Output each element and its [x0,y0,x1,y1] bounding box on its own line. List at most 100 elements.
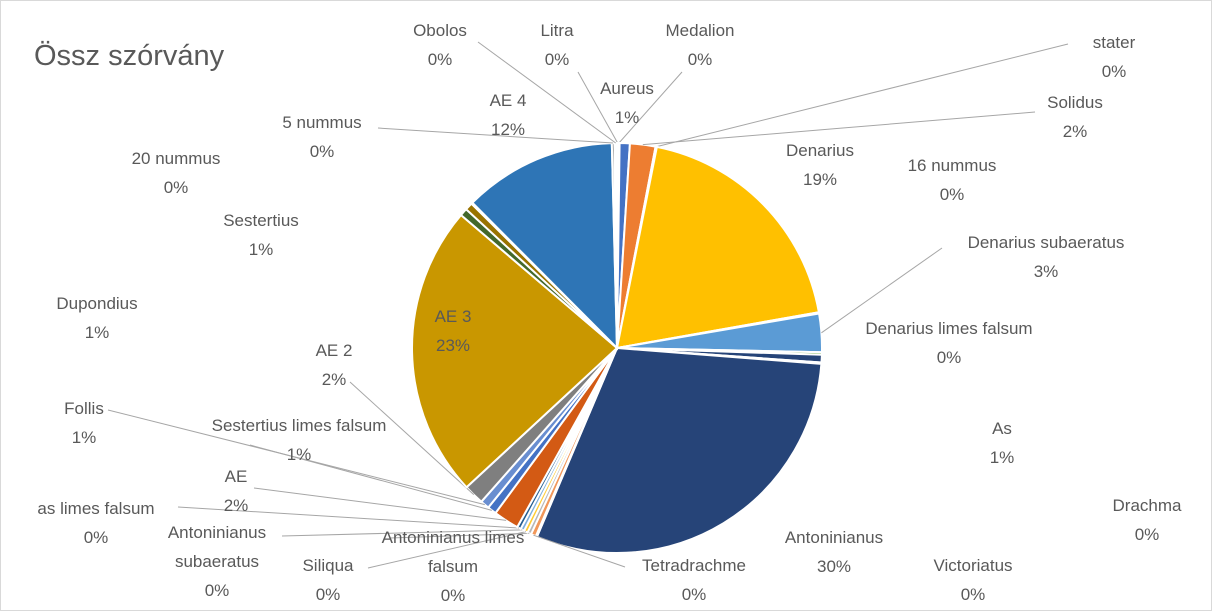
category-label: AE 4 [489,91,527,110]
data-label: Antoninianus subaeratus 0% [142,518,292,605]
value-label: 0% [204,581,230,600]
value-label: 0% [163,178,189,197]
category-label: Dupondius [56,294,138,313]
value-label: 3% [1033,262,1059,281]
data-label: Sestertius 1% [201,206,321,264]
value-label: 1% [614,108,640,127]
leader-line [367,531,526,569]
data-label: Antoninianus 30% [769,523,899,581]
category-label: Obolos [413,21,467,40]
category-label: Denarius limes falsum [865,319,1033,338]
data-label: Medalion 0% [650,16,750,74]
data-label: Follis 1% [44,394,124,452]
category-label: as limes falsum [37,499,155,518]
category-label: 5 nummus [282,113,362,132]
value-label: 2% [321,370,347,389]
data-label: 20 nummus 0% [116,144,236,202]
value-label: 0% [960,585,986,604]
leader-line [477,41,617,144]
category-label: AE 3 [434,307,472,326]
category-label: Denarius subaeratus [967,233,1125,252]
data-label: Denarius subaeratus 3% [936,228,1156,286]
category-label: AE [224,467,248,486]
leader-line [377,127,614,144]
leader-line [533,534,626,568]
data-label: AE 4 12% [473,86,543,144]
leader-line [389,532,530,539]
data-label: AE 2% [206,462,266,520]
data-label: Antoninianus limes falsum 0% [363,523,543,610]
value-label: 19% [802,170,838,189]
category-label: 16 nummus [907,156,997,175]
category-label: Medalion [665,21,735,40]
pie-slice [535,346,823,554]
data-label: AE 2 2% [299,336,369,394]
data-label: Solidus 2% [1030,88,1120,146]
category-label: Denarius [785,141,855,160]
category-label: Victoriatus [933,556,1013,575]
data-label: Denarius 19% [770,136,870,194]
value-label: 0% [83,528,109,547]
data-label: Victoriatus 0% [913,551,1033,609]
category-label: stater [1092,33,1136,52]
value-label: 0% [315,585,341,604]
category-label: 20 nummus [131,149,221,168]
leader-line [177,506,519,529]
category-label: Sestertius limes falsum [211,416,387,435]
value-label: 0% [1101,62,1127,81]
data-label: Dupondius 1% [37,289,157,347]
data-label: Sestertius limes falsum 1% [179,411,419,469]
value-label: 23% [435,336,471,355]
value-label: 0% [427,50,453,69]
value-label: 30% [816,557,852,576]
data-label: As 1% [972,414,1032,472]
data-label: Litra 0% [517,16,597,74]
value-label: 2% [223,496,249,515]
category-label: Drachma [1112,496,1182,515]
data-label: Denarius limes falsum 0% [834,314,1064,372]
category-label: Follis [64,399,104,418]
data-label: Tetradrachme 0% [624,551,764,609]
leader-line [656,43,1069,148]
category-label: Tetradrachme [642,556,746,575]
value-label: 0% [1134,525,1160,544]
value-label: 1% [989,448,1015,467]
value-label: 1% [71,428,97,447]
value-label: 1% [248,240,274,259]
leader-line [618,71,683,144]
category-label: Aureus [600,79,654,98]
value-label: 0% [440,586,466,605]
data-label: AE 3 23% [418,302,488,360]
data-label: 5 nummus 0% [262,108,382,166]
leader-line [821,247,943,334]
leader-line [281,529,523,537]
value-label: 0% [939,185,965,204]
data-label: stater 0% [1074,28,1154,86]
leader-line [107,409,485,506]
data-label: 16 nummus 0% [902,151,1002,209]
value-label: 0% [681,585,707,604]
category-label: Solidus [1047,93,1103,112]
leader-line [349,381,475,496]
value-label: 2% [1062,122,1088,141]
value-label: 12% [490,120,526,139]
value-label: 0% [309,142,335,161]
leader-line [577,71,619,144]
value-label: 0% [936,348,962,367]
value-label: 0% [687,50,713,69]
category-label: Siliqua [302,556,354,575]
pie-slice [470,142,619,351]
data-label: Obolos 0% [395,16,485,74]
data-label: Drachma 0% [1097,491,1197,549]
leader-line [253,487,507,521]
data-label: Aureus 1% [587,74,667,132]
value-label: 0% [544,50,570,69]
data-label: as limes falsum 0% [11,494,181,552]
pie-slice [615,145,821,350]
category-label: Antoninianus [784,528,884,547]
category-label: AE 2 [315,341,353,360]
chart-title: Össz szórvány [34,40,225,72]
category-label: Antoninianus limes falsum [381,528,525,576]
